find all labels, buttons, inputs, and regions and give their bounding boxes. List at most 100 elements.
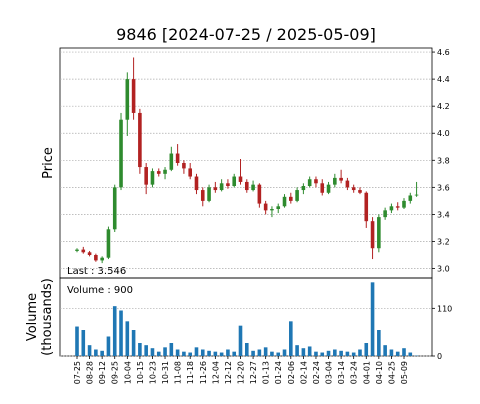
volume-bar	[119, 311, 123, 357]
y-tick-label: 3.8	[437, 156, 450, 165]
candle-body	[232, 177, 236, 186]
volume-bar	[308, 346, 312, 356]
candle-body	[239, 177, 243, 182]
x-tick-label: 10-15	[136, 361, 145, 384]
x-tick-label: 10-31	[161, 361, 170, 384]
volume-bar	[239, 326, 243, 356]
volume-bar	[113, 306, 117, 356]
candle-body	[308, 179, 312, 186]
volume-bar	[396, 352, 400, 356]
x-tick-label: 12-27	[249, 361, 258, 384]
x-tick-label: 10-04	[123, 361, 132, 384]
volume-bar	[320, 353, 324, 356]
x-tick-label: 08-28	[86, 361, 95, 384]
candle-body	[226, 183, 230, 186]
candle-body	[396, 206, 400, 207]
candle-body	[264, 204, 268, 211]
candle-body	[276, 206, 280, 209]
candle-body	[81, 250, 85, 253]
candle-body	[289, 197, 293, 201]
volume-annotation: Volume : 900	[67, 285, 133, 296]
candle-body	[333, 178, 337, 185]
volume-bar	[245, 343, 249, 356]
candle-body	[182, 163, 186, 168]
candle-body	[327, 185, 331, 193]
x-tick-label: 09-25	[111, 361, 120, 384]
x-tick-label: 12-20	[237, 361, 246, 384]
volume-bar	[126, 321, 130, 356]
volume-axis-label: (thousands)	[40, 278, 55, 356]
x-tick-label: 04-25	[387, 361, 396, 384]
volume-axis-label: Volume	[25, 293, 40, 341]
volume-bar	[163, 347, 167, 356]
volume-bar	[176, 350, 180, 357]
volume-bar	[170, 343, 174, 356]
volume-bar	[94, 350, 98, 357]
volume-bar	[151, 348, 155, 356]
volume-bar	[258, 350, 262, 357]
y-tick-label: 110	[437, 304, 452, 313]
x-tick-label: 11-26	[199, 361, 208, 384]
volume-bar	[302, 348, 306, 356]
volume-bar	[75, 327, 79, 356]
candle-body	[408, 195, 412, 200]
candle-body	[126, 79, 130, 120]
volume-bar	[408, 353, 412, 356]
x-tick-label: 04-01	[362, 361, 371, 384]
candle-body	[258, 185, 262, 204]
volume-bar	[276, 353, 280, 356]
volume-bar	[81, 330, 85, 356]
candle-body	[415, 195, 419, 196]
candle-body	[207, 187, 211, 201]
price-frame	[60, 48, 432, 278]
candle-body	[220, 183, 224, 190]
candle-body	[107, 229, 111, 257]
candle-body	[119, 120, 123, 188]
volume-bar	[364, 343, 368, 356]
candle-body	[358, 190, 362, 193]
y-tick-label: 4.6	[437, 48, 450, 57]
y-tick-label: 3.0	[437, 265, 450, 274]
candle-body	[302, 186, 306, 190]
candle-body	[214, 187, 218, 190]
candle-body	[88, 252, 92, 255]
candle-body	[352, 187, 356, 190]
volume-bar	[157, 352, 161, 356]
x-tick-label: 01-13	[262, 361, 271, 384]
volume-bar	[138, 343, 142, 356]
x-tick-label: 02-14	[299, 361, 308, 384]
candle-body	[283, 197, 287, 206]
x-tick-label: 03-04	[325, 361, 334, 384]
candle-body	[201, 190, 205, 201]
x-tick-label: 09-12	[98, 361, 107, 384]
volume-bar	[88, 345, 92, 356]
volume-bar	[251, 351, 255, 356]
volume-bar	[232, 352, 236, 356]
candle-body	[75, 250, 79, 251]
volume-bar	[220, 353, 224, 356]
volume-bar	[327, 351, 331, 356]
candle-body	[377, 217, 381, 248]
volume-bar	[352, 353, 356, 356]
y-tick-label: 4.2	[437, 102, 450, 111]
volume-bar	[182, 352, 186, 356]
candle-body	[402, 201, 406, 208]
candle-body	[151, 171, 155, 185]
volume-bar	[188, 353, 192, 356]
y-tick-label: 3.2	[437, 237, 450, 246]
candle-body	[100, 258, 104, 261]
candle-body	[314, 179, 318, 183]
volume-bar	[195, 347, 199, 356]
x-tick-label: 10-23	[148, 361, 157, 384]
volume-bar	[289, 321, 293, 356]
candle-body	[251, 185, 255, 190]
volume-bar	[107, 337, 111, 357]
candle-body	[371, 221, 375, 248]
x-tick-label: 05-09	[400, 361, 409, 384]
y-tick-label: 3.4	[437, 210, 450, 219]
x-tick-label: 11-08	[174, 361, 183, 384]
volume-bar	[207, 351, 211, 356]
candle-body	[157, 171, 161, 174]
chart-title: 9846 [2024-07-25 / 2025-05-09]	[116, 25, 376, 44]
